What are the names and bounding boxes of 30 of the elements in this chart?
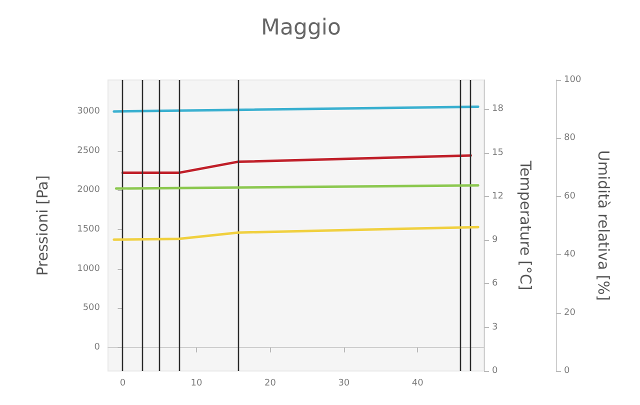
y2-tick-label: 18 <box>492 104 504 114</box>
y-tick-label: 2500 <box>77 146 100 156</box>
y3-tick-label: 20 <box>564 308 576 318</box>
y-tick-label: 3000 <box>77 106 100 116</box>
x-tick-label: 0 <box>120 378 126 388</box>
y-tick-label: 2000 <box>77 185 100 196</box>
x-tick-label: 10 <box>190 378 202 388</box>
y2-tick-label: 3 <box>492 322 498 332</box>
y3-tick-label: 0 <box>564 366 570 376</box>
y-axis-title: Pressioni [Pa] <box>34 175 52 276</box>
y3-axis-title: Umidità relativa [%] <box>594 150 612 301</box>
y2-tick-label: 6 <box>492 278 498 289</box>
y3-tick-label: 100 <box>564 75 582 85</box>
y2-tick-label: 0 <box>492 366 498 376</box>
y2-tick-label: 9 <box>492 235 498 246</box>
y3-tick-label: 80 <box>564 133 576 144</box>
x-tick-label: 30 <box>338 378 350 388</box>
y-tick-label: 0 <box>94 342 100 352</box>
y-tick-label: 500 <box>82 303 100 314</box>
y2-tick-label: 12 <box>492 191 504 202</box>
y2-tick-label: 15 <box>492 148 504 158</box>
y-tick-label: 1500 <box>77 224 100 234</box>
x-tick-label: 20 <box>264 378 276 388</box>
y2-axis-title: Temperature [°C] <box>516 160 534 290</box>
chart-title: Maggio <box>261 16 341 40</box>
line-series <box>112 226 480 241</box>
y3-tick-label: 60 <box>564 191 576 202</box>
y-tick-label: 1000 <box>77 264 100 274</box>
x-tick-label: 40 <box>412 378 424 388</box>
y3-tick-label: 40 <box>564 250 576 260</box>
